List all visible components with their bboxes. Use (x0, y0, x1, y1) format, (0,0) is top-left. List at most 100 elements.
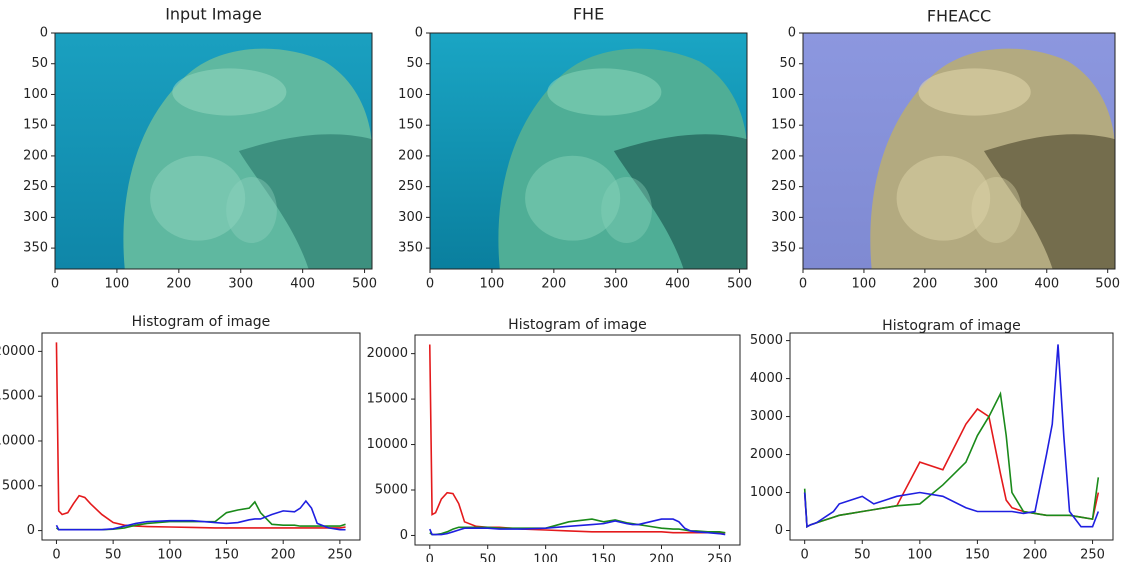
y-tick-label: 15000 (0, 389, 35, 404)
x-tick-label: 250 (707, 553, 732, 562)
y-tick-label: 0 (27, 523, 35, 538)
x-tick-label: 100 (157, 548, 182, 562)
y-tick-label: 0 (400, 528, 408, 543)
x-tick-label: 500 (727, 277, 752, 292)
x-tick-label: 100 (852, 277, 877, 292)
image-coral-highlight (226, 176, 277, 244)
x-tick-label: 50 (479, 553, 496, 562)
x-tick-label: 150 (591, 553, 616, 562)
y-tick-label: 50 (406, 56, 423, 71)
y-tick-label: 3000 (750, 409, 783, 424)
y-tick-label: 350 (771, 241, 796, 256)
axes-frame (789, 332, 1114, 541)
y-tick-label: 100 (771, 87, 796, 102)
y-tick-label: 250 (771, 179, 796, 194)
x-tick-label: 200 (1023, 548, 1048, 562)
histogram-line (55, 342, 346, 529)
y-tick-label: 10000 (367, 437, 408, 452)
image-coral-highlight (150, 155, 246, 241)
x-tick-label: 0 (51, 277, 59, 292)
y-tick-label: 0 (788, 26, 796, 41)
histogram-line (803, 391, 1100, 529)
x-tick-label: 100 (105, 277, 130, 292)
x-tick-label: 100 (533, 553, 558, 562)
y-tick-label: 150 (23, 118, 48, 133)
x-tick-label: 250 (1080, 548, 1105, 562)
histogram-line (428, 344, 726, 534)
x-tick-label: 100 (480, 277, 505, 292)
y-tick-label: 200 (771, 148, 796, 163)
y-tick-label: 100 (398, 87, 423, 102)
x-tick-label: 300 (973, 277, 998, 292)
y-tick-label: 0 (40, 26, 48, 41)
x-tick-label: 400 (665, 277, 690, 292)
axes-frame (802, 32, 1116, 270)
x-tick-label: 200 (912, 277, 937, 292)
x-tick-label: 0 (426, 553, 434, 562)
y-tick-label: 300 (398, 210, 423, 225)
axes-title: FHE (573, 5, 604, 24)
x-tick-label: 500 (1095, 277, 1120, 292)
y-tick-label: 250 (23, 179, 48, 194)
axes-title: Histogram of image (508, 317, 647, 333)
x-tick-label: 200 (271, 548, 296, 562)
x-tick-label: 100 (907, 548, 932, 562)
x-tick-label: 200 (541, 277, 566, 292)
image-coral-highlight (601, 176, 652, 244)
y-tick-label: 50 (779, 56, 796, 71)
image-coral-highlight (525, 155, 621, 241)
x-tick-label: 50 (105, 548, 122, 562)
axes-frame (414, 334, 741, 546)
y-tick-label: 250 (398, 179, 423, 194)
x-tick-label: 250 (327, 548, 352, 562)
y-tick-label: 300 (771, 210, 796, 225)
y-tick-label: 15000 (367, 392, 408, 407)
image-coral-shadow (238, 134, 372, 269)
y-tick-label: 300 (23, 210, 48, 225)
x-tick-label: 300 (603, 277, 628, 292)
y-tick-label: 5000 (375, 483, 408, 498)
y-tick-label: 350 (23, 241, 48, 256)
y-tick-label: 50 (31, 56, 48, 71)
image-coral-highlight (971, 176, 1022, 244)
y-tick-label: 2000 (750, 447, 783, 462)
x-tick-label: 0 (52, 548, 60, 562)
x-tick-label: 200 (649, 553, 674, 562)
y-tick-label: 350 (398, 241, 423, 256)
y-tick-label: 100 (23, 87, 48, 102)
axes-title: Input Image (165, 5, 262, 24)
axes-title: Histogram of image (882, 318, 1021, 334)
y-tick-label: 10000 (0, 433, 35, 448)
y-tick-label: 20000 (0, 344, 35, 359)
y-tick-label: 150 (771, 118, 796, 133)
x-tick-label: 0 (801, 548, 809, 562)
x-tick-label: 0 (799, 277, 807, 292)
image (55, 33, 372, 269)
histogram-line (803, 344, 1100, 529)
x-tick-label: 500 (352, 277, 377, 292)
y-tick-label: 0 (775, 523, 783, 538)
image (803, 33, 1115, 269)
image-coral-highlight (918, 68, 1031, 116)
image-coral-highlight (172, 68, 287, 116)
axes-frame (41, 332, 361, 541)
x-tick-label: 0 (426, 277, 434, 292)
y-tick-label: 1000 (750, 485, 783, 500)
histogram-line (803, 407, 1100, 529)
y-tick-label: 4000 (750, 371, 783, 386)
y-tick-label: 150 (398, 118, 423, 133)
y-tick-label: 5000 (750, 333, 783, 348)
image-coral-shadow (983, 134, 1115, 269)
x-tick-label: 400 (290, 277, 315, 292)
x-tick-label: 300 (228, 277, 253, 292)
image-coral-highlight (547, 68, 662, 116)
image-coral-shadow (613, 134, 747, 269)
x-tick-label: 200 (166, 277, 191, 292)
histogram-line (429, 518, 726, 536)
y-tick-label: 200 (23, 148, 48, 163)
axes-frame (54, 32, 373, 270)
x-tick-label: 150 (214, 548, 239, 562)
y-tick-label: 200 (398, 148, 423, 163)
y-tick-label: 20000 (367, 346, 408, 361)
